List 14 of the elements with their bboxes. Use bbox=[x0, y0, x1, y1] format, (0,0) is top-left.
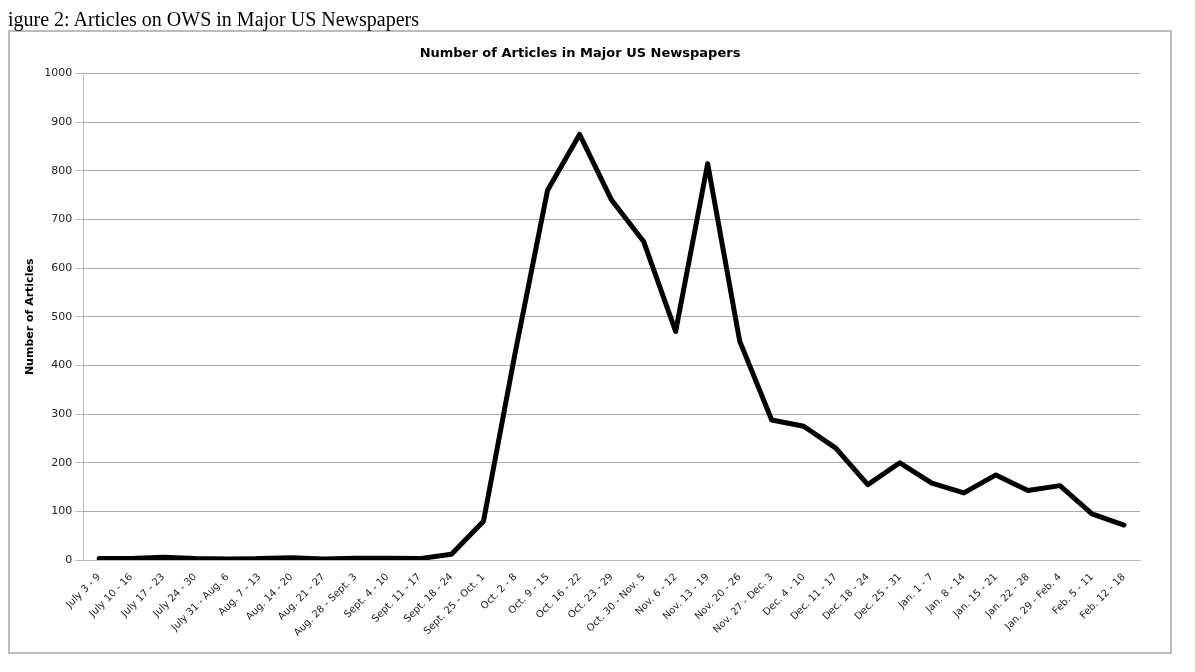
y-tick-label: 300 bbox=[51, 406, 73, 420]
y-tick-label: 0 bbox=[65, 552, 73, 566]
y-tick-label: 200 bbox=[51, 455, 73, 469]
y-axis-title: Number of Articles bbox=[23, 258, 37, 376]
y-tick-label: 900 bbox=[51, 115, 73, 129]
y-tick-label: 1000 bbox=[44, 66, 73, 80]
y-tick-label: 600 bbox=[51, 261, 73, 275]
y-tick-label: 700 bbox=[51, 212, 73, 226]
y-tick-label: 400 bbox=[51, 358, 73, 372]
y-tick-label: 500 bbox=[51, 309, 73, 323]
text: igure 2: Articles on OWS in Major US Newspapers bbox=[8, 8, 421, 30]
chart-title: Number of Articles in Major US Newspapers bbox=[419, 45, 741, 61]
y-tick-label: 100 bbox=[51, 504, 73, 518]
y-tick-label: 800 bbox=[51, 163, 73, 177]
